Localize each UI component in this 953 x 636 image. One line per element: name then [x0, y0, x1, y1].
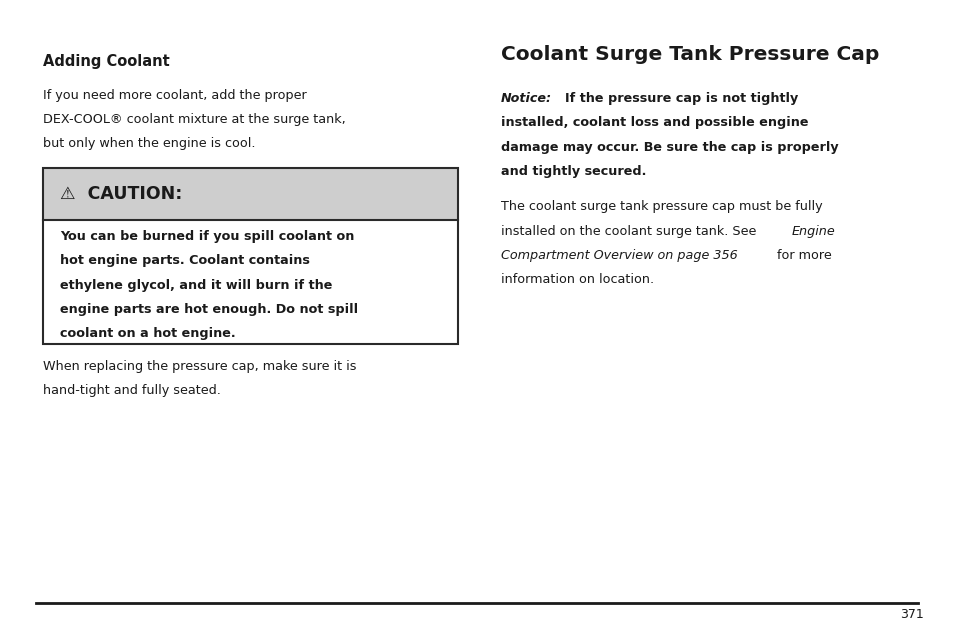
- Text: hand-tight and fully seated.: hand-tight and fully seated.: [43, 384, 220, 397]
- Text: Coolant Surge Tank Pressure Cap: Coolant Surge Tank Pressure Cap: [500, 45, 879, 64]
- Text: The coolant surge tank pressure cap must be fully: The coolant surge tank pressure cap must…: [500, 200, 821, 213]
- Text: Compartment Overview on page 356: Compartment Overview on page 356: [500, 249, 737, 261]
- Text: hot engine parts. Coolant contains: hot engine parts. Coolant contains: [60, 254, 310, 267]
- Bar: [43, 220, 457, 344]
- Text: If you need more coolant, add the proper: If you need more coolant, add the proper: [43, 89, 306, 102]
- Text: ethylene glycol, and it will burn if the: ethylene glycol, and it will burn if the: [60, 279, 333, 291]
- Text: for more: for more: [772, 249, 831, 261]
- Text: If the pressure cap is not tightly: If the pressure cap is not tightly: [556, 92, 798, 105]
- Bar: [43, 168, 457, 344]
- Text: DEX-COOL® coolant mixture at the surge tank,: DEX-COOL® coolant mixture at the surge t…: [43, 113, 345, 126]
- Text: coolant on a hot engine.: coolant on a hot engine.: [60, 327, 235, 340]
- Text: ⚠  CAUTION:: ⚠ CAUTION:: [60, 185, 182, 203]
- Text: Adding Coolant: Adding Coolant: [43, 54, 170, 69]
- Text: Notice:: Notice:: [500, 92, 552, 105]
- Text: 371: 371: [899, 608, 923, 621]
- Text: When replacing the pressure cap, make sure it is: When replacing the pressure cap, make su…: [43, 360, 356, 373]
- Text: engine parts are hot enough. Do not spill: engine parts are hot enough. Do not spil…: [60, 303, 358, 315]
- Bar: [43, 168, 457, 220]
- Text: damage may occur. Be sure the cap is properly: damage may occur. Be sure the cap is pro…: [500, 141, 838, 153]
- Text: installed on the coolant surge tank. See: installed on the coolant surge tank. See: [500, 225, 760, 237]
- Text: You can be burned if you spill coolant on: You can be burned if you spill coolant o…: [60, 230, 355, 243]
- Text: and tightly secured.: and tightly secured.: [500, 165, 645, 177]
- Text: information on location.: information on location.: [500, 273, 654, 286]
- Text: but only when the engine is cool.: but only when the engine is cool.: [43, 137, 255, 150]
- Text: Engine: Engine: [791, 225, 835, 237]
- Text: installed, coolant loss and possible engine: installed, coolant loss and possible eng…: [500, 116, 807, 129]
